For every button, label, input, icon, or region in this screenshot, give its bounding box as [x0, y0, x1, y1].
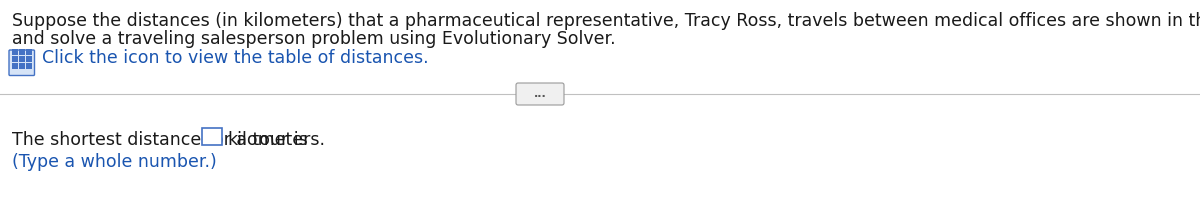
Bar	[12, 63, 18, 69]
FancyBboxPatch shape	[10, 50, 35, 76]
Text: ...: ...	[534, 89, 546, 99]
Text: Suppose the distances (in kilometers) that a pharmaceutical representative, Trac: Suppose the distances (in kilometers) th…	[12, 12, 1200, 30]
Bar	[12, 49, 18, 55]
Bar	[26, 49, 31, 55]
Bar	[19, 49, 24, 55]
Text: The shortest distance for a tour is: The shortest distance for a tour is	[12, 131, 307, 149]
Bar	[26, 56, 31, 62]
Bar	[19, 63, 24, 69]
Bar	[26, 63, 31, 69]
FancyBboxPatch shape	[516, 83, 564, 105]
Text: and solve a traveling salesperson problem using Evolutionary Solver.: and solve a traveling salesperson proble…	[12, 30, 616, 48]
Text: kilometers.: kilometers.	[227, 131, 325, 149]
FancyBboxPatch shape	[202, 128, 222, 145]
Text: Click the icon to view the table of distances.: Click the icon to view the table of dist…	[42, 49, 428, 67]
Bar	[19, 56, 24, 62]
Text: (Type a whole number.): (Type a whole number.)	[12, 153, 217, 171]
Bar	[12, 56, 18, 62]
